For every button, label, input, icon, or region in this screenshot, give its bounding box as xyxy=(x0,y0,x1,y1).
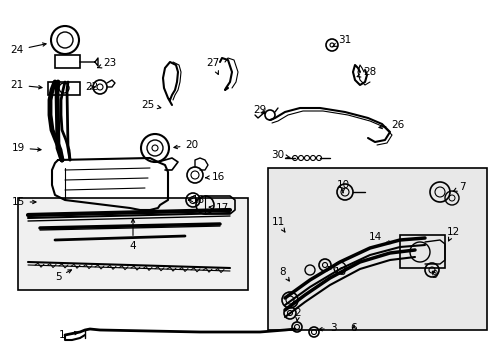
Text: 16: 16 xyxy=(205,172,224,182)
Text: 28: 28 xyxy=(356,67,376,77)
Text: 25: 25 xyxy=(141,100,161,110)
Text: 30: 30 xyxy=(271,150,289,160)
Text: 6: 6 xyxy=(350,323,357,333)
Text: 4: 4 xyxy=(129,219,136,251)
Text: 15: 15 xyxy=(11,197,36,207)
Text: 7: 7 xyxy=(452,182,465,192)
Text: 5: 5 xyxy=(55,270,71,282)
Text: 24: 24 xyxy=(10,43,46,55)
Text: 31: 31 xyxy=(332,35,351,46)
Text: 29: 29 xyxy=(253,105,266,115)
Text: 11: 11 xyxy=(271,217,285,232)
Bar xyxy=(55,55,80,68)
Bar xyxy=(18,198,247,290)
Text: 2: 2 xyxy=(294,308,301,321)
Bar xyxy=(267,168,486,330)
Bar xyxy=(48,82,80,95)
Text: 10: 10 xyxy=(336,180,349,193)
Text: 14: 14 xyxy=(367,232,390,244)
Text: 8: 8 xyxy=(279,267,289,281)
Text: 9: 9 xyxy=(431,270,437,280)
Text: 23: 23 xyxy=(98,58,116,68)
Text: 20: 20 xyxy=(174,140,198,150)
Text: 17: 17 xyxy=(209,203,228,213)
Text: 1: 1 xyxy=(59,330,78,340)
Text: 19: 19 xyxy=(11,143,41,153)
Bar xyxy=(399,235,444,268)
Text: 13: 13 xyxy=(327,266,346,277)
Text: 3: 3 xyxy=(318,323,336,333)
Text: 21: 21 xyxy=(10,80,42,90)
Text: 27: 27 xyxy=(206,58,219,75)
Text: 18: 18 xyxy=(188,195,204,205)
Text: 22: 22 xyxy=(85,82,99,92)
Text: 26: 26 xyxy=(378,120,404,130)
Text: 12: 12 xyxy=(446,227,459,241)
